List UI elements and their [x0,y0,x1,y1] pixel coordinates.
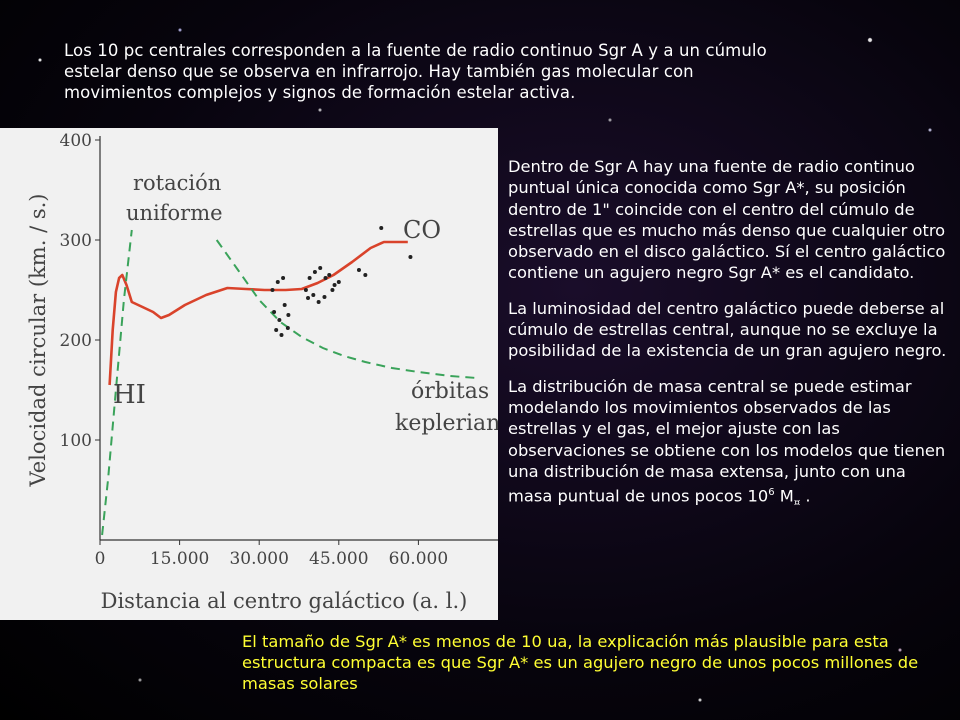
y-tick-label: 400 [60,131,92,151]
conclusion-text: El tamaño de Sgr A* es menos de 10 ua, l… [242,632,919,693]
mass-text: La distribución de masa central se puede… [508,376,946,506]
chart-ticks: 100 200 300 400 0 15.000 30.000 45.000 60.000 [60,131,449,569]
co-data-point [306,296,311,300]
co-data-point [286,313,291,317]
co-data-point [336,280,341,284]
uniform-rotation-curve [101,229,133,536]
y-tick-label: 300 [60,231,92,251]
annotation-keplerianas: keplerianas [395,411,498,436]
intro-text: Los 10 pc centrales corresponden a la fu… [64,41,767,102]
x-tick-label: 15.000 [150,549,209,569]
x-tick-label: 30.000 [229,549,288,569]
chart-series [101,226,477,536]
co-data-point [379,226,384,230]
annotation-co: CO [403,216,441,244]
co-data-point [275,280,280,284]
rotation-curve-svg: 100 200 300 400 0 15.000 30.000 45.000 60.000 ro… [26,131,498,613]
co-data-point [281,276,286,280]
co-data-point [327,273,332,277]
annotation-hi: HI [113,380,146,410]
co-data-point [356,268,361,272]
co-data-point [282,303,287,307]
co-data-point [318,266,323,270]
keplerian-orbits-curve [215,239,477,379]
mass-exponent: 6 [768,487,775,499]
co-data-point [363,273,368,277]
chart-axes [99,136,498,541]
mass-unit: M [774,486,794,506]
annotation-rotacion: rotación [133,171,221,195]
co-data-point [274,328,279,332]
solar-symbol: ¤ [793,497,801,509]
rotation-curve-chart: 100 200 300 400 0 15.000 30.000 45.000 60.000 ro… [0,128,498,620]
co-data-point [322,295,327,299]
chart-labels: rotación uniforme CO HI órbitas keplerianas Di… [26,171,498,613]
mass-distribution-paragraph: La distribución de masa central se puede… [508,376,953,514]
sgr-a-star-paragraph: Dentro de Sgr A hay una fuente de radio … [508,157,946,283]
co-data-point [279,333,284,337]
x-axis-title: Distancia al centro galáctico (a. l.) [101,589,468,613]
x-tick-label: 60.000 [389,549,448,569]
co-data-point [303,288,308,292]
co-data-point [311,293,316,297]
co-data-point [277,318,282,322]
x-tick-label: 0 [95,549,106,569]
side-text: Dentro de Sgr A hay una fuente de radio … [508,156,953,528]
co-data-point [285,326,290,330]
x-tick-label: 45.000 [309,549,368,569]
co-data-point [330,288,335,292]
y-tick-label: 100 [60,431,92,451]
annotation-orbitas: órbitas [411,379,489,404]
co-data-point [270,288,275,292]
y-tick-label: 200 [60,331,92,351]
co-data-point [408,255,413,259]
luminosity-paragraph: La luminosidad del centro galáctico pued… [508,298,947,361]
y-axis-title: Velocidad circular (km. / s.) [26,194,50,488]
co-data-point [316,300,321,304]
annotation-uniforme: uniforme [126,201,223,225]
co-data-point [323,276,328,280]
co-data-point [272,310,277,314]
co-data-point [312,270,317,274]
co-data-point [307,276,312,280]
co-data-point [332,283,337,287]
hi-rotation-curve [108,240,408,386]
mass-end: . [800,486,811,506]
